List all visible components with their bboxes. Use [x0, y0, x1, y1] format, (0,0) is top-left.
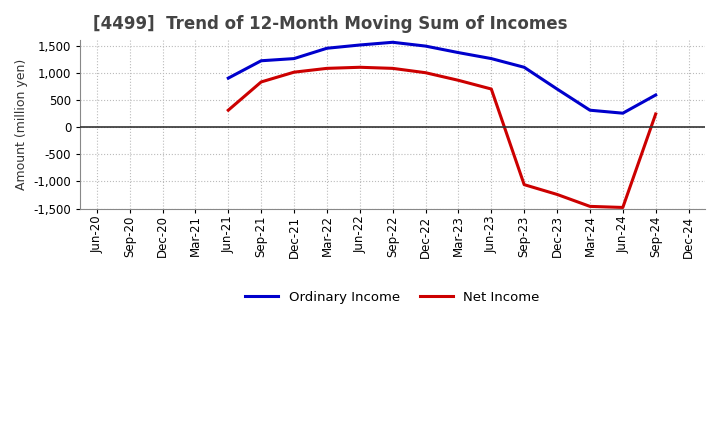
Ordinary Income — [323, 46, 331, 51]
Ordinary Income — [224, 76, 233, 81]
Ordinary Income — [421, 44, 430, 49]
Y-axis label: Amount (million yen): Amount (million yen) — [15, 59, 28, 190]
Line: Net Income: Net Income — [228, 67, 656, 208]
Net Income — [388, 66, 397, 71]
Net Income — [618, 205, 627, 210]
Net Income — [421, 70, 430, 75]
Net Income — [487, 86, 495, 92]
Net Income — [454, 78, 463, 83]
Ordinary Income — [388, 40, 397, 45]
Line: Ordinary Income: Ordinary Income — [228, 42, 656, 113]
Net Income — [323, 66, 331, 71]
Ordinary Income — [356, 42, 364, 48]
Net Income — [652, 111, 660, 117]
Net Income — [585, 204, 594, 209]
Ordinary Income — [553, 86, 562, 92]
Ordinary Income — [257, 58, 266, 63]
Net Income — [224, 107, 233, 113]
Net Income — [553, 192, 562, 197]
Ordinary Income — [487, 56, 495, 61]
Net Income — [520, 182, 528, 187]
Net Income — [257, 79, 266, 84]
Ordinary Income — [289, 56, 298, 61]
Ordinary Income — [520, 65, 528, 70]
Ordinary Income — [618, 110, 627, 116]
Legend: Ordinary Income, Net Income: Ordinary Income, Net Income — [240, 286, 545, 309]
Text: [4499]  Trend of 12-Month Moving Sum of Incomes: [4499] Trend of 12-Month Moving Sum of I… — [93, 15, 567, 33]
Net Income — [289, 70, 298, 75]
Ordinary Income — [454, 50, 463, 55]
Ordinary Income — [652, 92, 660, 98]
Net Income — [356, 65, 364, 70]
Ordinary Income — [585, 107, 594, 113]
